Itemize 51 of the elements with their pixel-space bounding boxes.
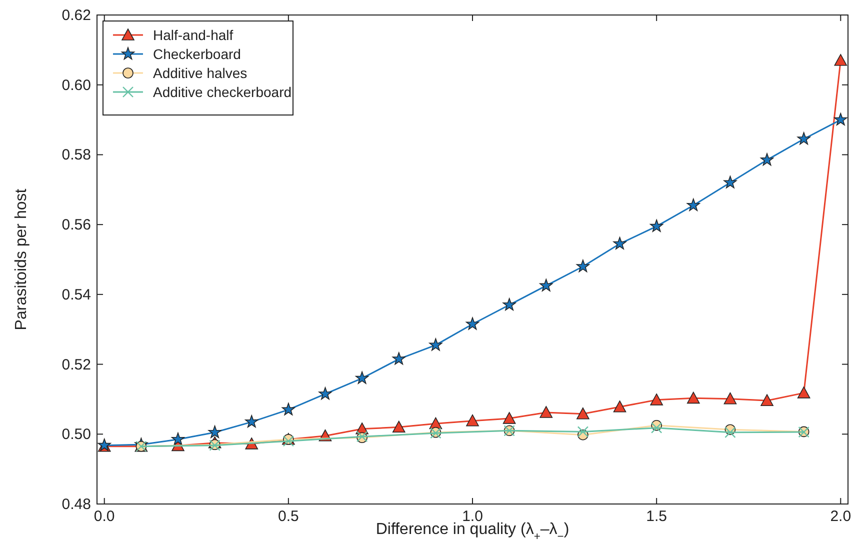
- y-tick-label: 0.48: [62, 496, 91, 513]
- point: [650, 219, 664, 232]
- x-tick-label: 0.5: [278, 508, 299, 525]
- x-tick-label: 0.0: [94, 508, 115, 525]
- x-tick-label: 1.5: [646, 508, 667, 525]
- point: [392, 420, 406, 433]
- y-tick-label: 0.50: [62, 426, 91, 444]
- point: [540, 278, 553, 292]
- point: [760, 153, 774, 166]
- point: [797, 132, 810, 145]
- x-tick-label: 2.0: [830, 508, 852, 525]
- point: [208, 425, 222, 438]
- point: [429, 338, 442, 351]
- point: [540, 406, 553, 418]
- point: [760, 394, 774, 406]
- point: [686, 198, 700, 212]
- point: [171, 432, 185, 446]
- y-tick-label: 0.52: [62, 356, 91, 374]
- point: [724, 176, 737, 188]
- y-tick-label: 0.58: [62, 146, 91, 164]
- point: [466, 414, 479, 426]
- point: [650, 394, 663, 406]
- legend-label: Additive halves: [153, 65, 248, 81]
- legend-label: Additive checkerboard: [153, 84, 292, 100]
- point: [466, 317, 480, 330]
- point: [576, 260, 590, 272]
- point: [502, 412, 516, 424]
- point: [724, 426, 736, 438]
- point: [318, 387, 332, 400]
- point: [577, 426, 589, 438]
- point: [392, 352, 406, 365]
- point: [613, 236, 626, 250]
- point: [502, 298, 516, 311]
- point: [686, 392, 700, 404]
- point: [245, 415, 258, 428]
- legend-label: Half-and-half: [153, 27, 234, 43]
- point: [834, 112, 848, 126]
- y-tick-label: 0.56: [62, 216, 91, 234]
- point: [576, 407, 590, 420]
- point: [613, 400, 626, 412]
- y-axis-title: Parasitoids per host: [13, 188, 30, 330]
- point: [724, 392, 737, 404]
- y-tick-label: 0.62: [62, 7, 91, 24]
- point: [797, 386, 810, 398]
- legend-label: Checkerboard: [153, 46, 241, 62]
- point: [282, 402, 296, 416]
- y-tick-label: 0.60: [62, 76, 91, 94]
- y-tick-label: 0.54: [62, 286, 91, 304]
- point: [834, 54, 848, 66]
- point: [355, 371, 369, 384]
- point: [650, 422, 662, 434]
